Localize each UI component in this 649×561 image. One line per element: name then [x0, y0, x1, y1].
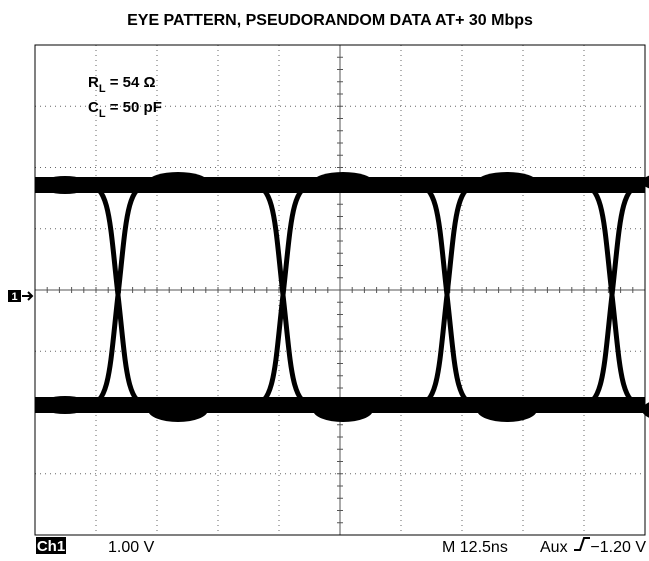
timebase: M 12.5ns — [442, 539, 508, 556]
graticule — [35, 45, 645, 535]
value: = 50 pF — [106, 99, 162, 116]
marker-arrow — [22, 292, 32, 300]
ringing — [40, 396, 90, 414]
undershoot — [477, 398, 537, 422]
undershoot — [148, 398, 208, 422]
rise-edge — [88, 185, 148, 405]
load-capacitance: CL = 50 pF — [88, 99, 162, 120]
trigger-slope-icon — [574, 538, 590, 550]
volts-per-div: 1.00 V — [108, 539, 155, 556]
overshoot — [313, 172, 373, 192]
scope-screen: EYE PATTERN, PSEUDORANDOM DATA AT+ 30 Mb… — [0, 0, 649, 556]
trigger-level: −1.20 V — [590, 539, 646, 556]
overshoot — [477, 172, 537, 192]
title: EYE PATTERN, PSEUDORANDOM DATA AT+ 30 Mb… — [127, 12, 533, 29]
trigger-source: Aux — [540, 539, 568, 556]
symbol: C — [88, 99, 99, 116]
ringing — [40, 176, 90, 194]
value: = 54 Ω — [106, 74, 156, 91]
overshoot — [148, 172, 208, 192]
channel-label: Ch1 — [37, 538, 65, 555]
rise-edge — [582, 185, 642, 405]
rise-edge — [417, 185, 477, 405]
load-resistance: RL = 54 Ω — [88, 74, 156, 95]
rise-edge — [253, 185, 313, 405]
channel-marker: 1 — [11, 291, 17, 303]
undershoot — [313, 398, 373, 422]
eye-pattern — [35, 172, 649, 422]
symbol: R — [88, 74, 99, 91]
